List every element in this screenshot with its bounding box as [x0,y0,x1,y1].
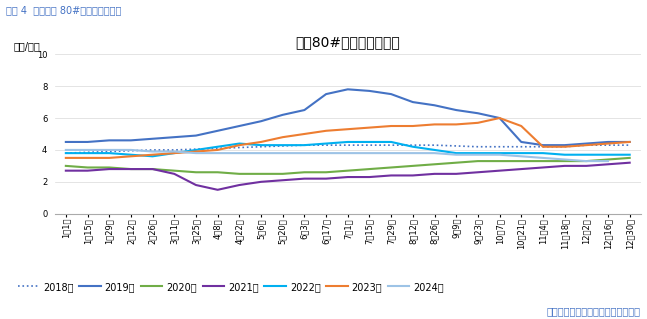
Text: 数据来源：我的农产品网、国元期货: 数据来源：我的农产品网、国元期货 [547,306,641,316]
Text: （元/斤）: （元/斤） [14,41,41,51]
Legend: 2018年, 2019年, 2020年, 2021年, 2022年, 2023年, 2024年: 2018年, 2019年, 2020年, 2021年, 2022年, 2023年… [18,282,444,292]
Text: 图表 4  栖霞纸袋 80#一二级均价走势: 图表 4 栖霞纸袋 80#一二级均价走势 [6,5,122,15]
Title: 栖霞80#一二级价格走势: 栖霞80#一二级价格走势 [296,35,400,49]
